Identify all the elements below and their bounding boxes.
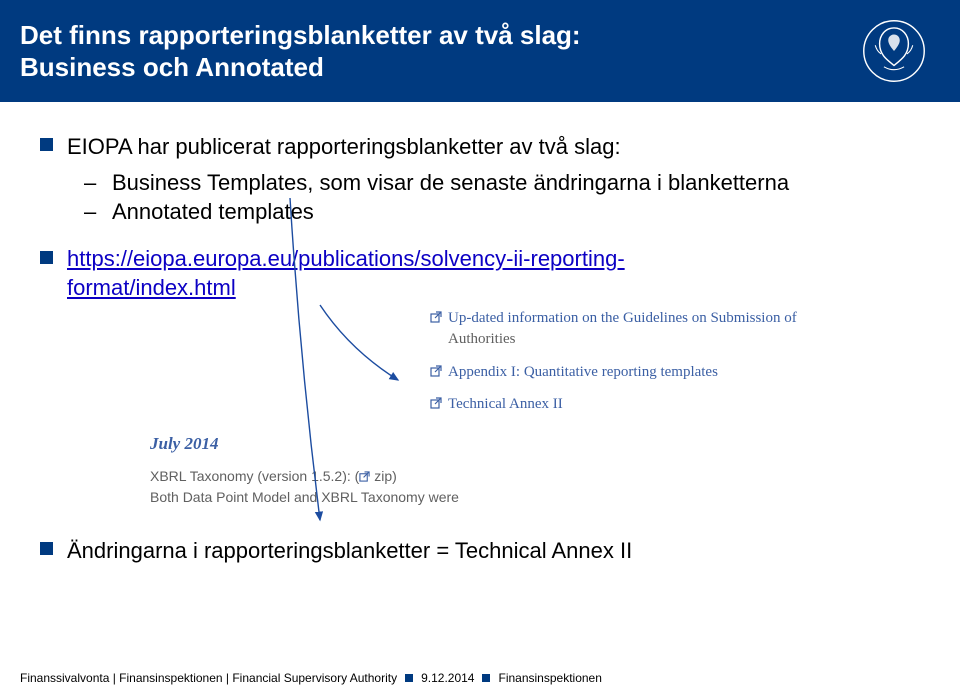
dash-icon: – [84, 197, 112, 227]
bullet-1: EIOPA har publicerat rapporteringsblanke… [40, 132, 920, 162]
july-line-1a: XBRL Taxonomy (version 1.5.2): ( [150, 468, 359, 484]
dash-icon: – [84, 168, 112, 198]
eiopa-link-1-sub: Authorities [448, 331, 920, 348]
footer-square-icon [405, 674, 413, 682]
eiopa-link-1-text: Up-dated information on the Guidelines o… [448, 308, 797, 328]
eiopa-link-2-text: Appendix I: Quantitative reporting templ… [448, 362, 718, 382]
external-link-icon [430, 365, 442, 377]
eiopa-link-2[interactable]: Appendix I: Quantitative reporting templ… [430, 362, 920, 382]
eiopa-link-3-text: Technical Annex II [448, 394, 563, 414]
slide-title: Det finns rapporteringsblanketter av två… [20, 19, 581, 84]
external-link-icon [359, 471, 370, 482]
sub-list: – Business Templates, som visar de senas… [84, 168, 920, 227]
bullet-link: https://eiopa.europa.eu/publications/sol… [40, 245, 920, 302]
eiopa-link-1[interactable]: Up-dated information on the Guidelines o… [430, 308, 920, 328]
sub-item-2-text: Annotated templates [112, 197, 314, 227]
footer-unit: Finansinspektionen [498, 671, 601, 685]
sub-item-1: – Business Templates, som visar de senas… [84, 168, 920, 198]
external-link-icon [430, 397, 442, 409]
footer-org: Finanssivalvonta | Finansinspektionen | … [20, 671, 397, 685]
sub-item-1-text: Business Templates, som visar de senaste… [112, 168, 789, 198]
bullet-square-icon [40, 542, 53, 555]
july-line-1b: zip) [370, 468, 396, 484]
eiopa-link-list: Up-dated information on the Guidelines o… [430, 308, 920, 414]
sub-item-2: – Annotated templates [84, 197, 920, 227]
external-link-icon [430, 311, 442, 323]
footer-date: 9.12.2014 [421, 671, 474, 685]
bullet-square-icon [40, 251, 53, 264]
footer: Finanssivalvonta | Finansinspektionen | … [20, 671, 940, 685]
coat-of-arms-icon [858, 15, 930, 87]
july-line-1: XBRL Taxonomy (version 1.5.2): ( zip) [150, 466, 920, 487]
bullet-1-text: EIOPA har publicerat rapporteringsblanke… [67, 132, 621, 162]
header-banner: Det finns rapporteringsblanketter av två… [0, 0, 960, 102]
july-line-2: Both Data Point Model and XBRL Taxonomy … [150, 487, 920, 508]
july-heading: July 2014 [150, 434, 920, 454]
bullet-square-icon [40, 138, 53, 151]
bullet-last: Ändringarna i rapporteringsblanketter = … [40, 536, 960, 566]
eiopa-url-link[interactable]: https://eiopa.europa.eu/publications/sol… [67, 246, 625, 300]
content-area: EIOPA har publicerat rapporteringsblanke… [0, 102, 960, 508]
title-line-1: Det finns rapporteringsblanketter av två… [20, 19, 581, 52]
eiopa-link-3[interactable]: Technical Annex II [430, 394, 920, 414]
footer-square-icon [482, 674, 490, 682]
bullet-last-text: Ändringarna i rapporteringsblanketter = … [67, 536, 632, 566]
title-line-2: Business och Annotated [20, 51, 581, 84]
july-block: July 2014 XBRL Taxonomy (version 1.5.2):… [150, 434, 920, 508]
